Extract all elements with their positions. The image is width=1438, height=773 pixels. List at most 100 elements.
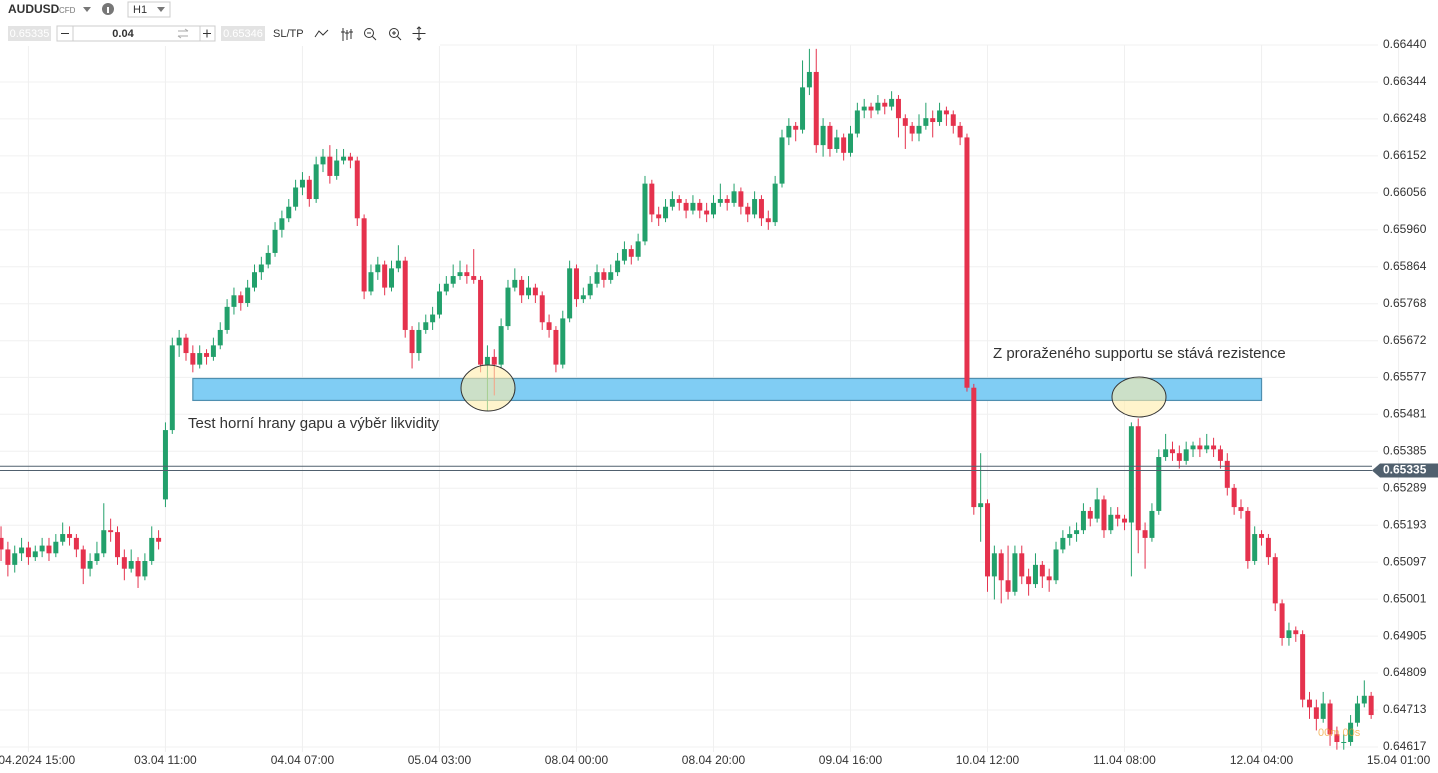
candle-body xyxy=(306,179,312,200)
candle-body xyxy=(854,110,860,134)
candle-body xyxy=(889,98,895,107)
candle-body xyxy=(39,545,45,552)
zoom-out-icon[interactable] xyxy=(364,28,374,38)
candle-body xyxy=(73,537,79,550)
candle-body xyxy=(553,329,559,365)
candle-body xyxy=(1245,510,1251,562)
candle-body xyxy=(1101,499,1107,531)
candle-body xyxy=(1368,695,1374,716)
lot-input[interactable] xyxy=(56,25,216,42)
candle-body xyxy=(505,287,511,327)
timeframe-box[interactable] xyxy=(127,1,171,18)
move-icon[interactable] xyxy=(412,26,426,41)
candle-body xyxy=(663,206,669,219)
candle-body xyxy=(101,530,107,554)
candle-body xyxy=(32,551,38,558)
candle-body xyxy=(258,264,264,273)
candle-body xyxy=(656,214,662,219)
candle-body xyxy=(183,337,189,354)
annotation: Test horní hrany gapu a výběr likvidity xyxy=(188,415,439,432)
candle-body xyxy=(567,268,573,319)
buy-button[interactable] xyxy=(221,26,265,41)
symbol[interactable]: AUDUSD xyxy=(8,2,60,16)
candle-body xyxy=(1183,449,1189,461)
candle-body xyxy=(25,547,31,558)
candle-body xyxy=(464,272,470,277)
sltp[interactable]: SL/TP xyxy=(273,28,304,40)
x-tick-label: 09.04 16:00 xyxy=(819,753,883,767)
candle-body xyxy=(601,272,607,280)
candle-body xyxy=(539,295,545,323)
candle-body xyxy=(457,272,463,277)
candle-body xyxy=(1259,534,1265,538)
candle-body xyxy=(1169,449,1175,454)
candle-body xyxy=(834,137,840,149)
candle-body xyxy=(806,71,812,88)
candle-body xyxy=(512,279,518,288)
candle-body xyxy=(402,260,408,330)
candle-body xyxy=(1306,699,1312,708)
candle-body xyxy=(1019,553,1025,577)
candle-body xyxy=(210,345,216,357)
candle-body xyxy=(800,87,806,130)
swap-icon[interactable] xyxy=(177,28,189,39)
y-tick-label: 0.65960 xyxy=(1383,222,1427,236)
candle-body xyxy=(813,71,819,146)
candle-body xyxy=(635,241,641,257)
candle-body xyxy=(1265,537,1271,558)
x-tick-label: 12.04 04:00 xyxy=(1230,753,1294,767)
y-tick-label: 0.65864 xyxy=(1383,259,1427,273)
candle-body xyxy=(1224,460,1230,488)
candle-body xyxy=(1039,564,1045,577)
candle-body xyxy=(1238,507,1244,511)
candle-body xyxy=(546,322,552,330)
candle-body xyxy=(971,387,977,508)
zoom-in-glyph xyxy=(392,31,402,41)
candle-body xyxy=(985,503,991,577)
candle-body xyxy=(114,532,120,558)
candle-body xyxy=(738,191,744,207)
zoom-in-icon[interactable] xyxy=(389,28,399,38)
buy-price: 0.65346 xyxy=(223,28,263,40)
candle-body xyxy=(121,557,127,569)
y-tick-label: 0.65001 xyxy=(1383,591,1427,605)
candle-body xyxy=(1108,514,1114,531)
candle-body xyxy=(937,110,943,123)
candle-body xyxy=(1197,445,1203,450)
y-tick-label: 0.64905 xyxy=(1383,628,1427,642)
candle-body xyxy=(341,156,347,161)
candle-body xyxy=(286,206,292,219)
y-tick-label: 0.65289 xyxy=(1383,480,1427,494)
info-glyph xyxy=(107,7,109,13)
x-tick-label: 08.04 20:00 xyxy=(682,753,746,767)
axes: 0.66440 0.66344 0.66248 0.66152 0.66056 0.659… xyxy=(0,37,1438,767)
candle-body xyxy=(532,287,538,296)
candle-body xyxy=(1074,530,1080,535)
candle-body xyxy=(779,137,785,184)
candle-body xyxy=(752,199,758,215)
candle-body xyxy=(450,276,456,284)
dropdown-icon[interactable] xyxy=(83,7,91,12)
line-tool-icon[interactable] xyxy=(314,29,329,38)
x-tick-label: 11.04 08:00 xyxy=(1093,753,1156,767)
candle-icon[interactable] xyxy=(341,28,353,41)
y-tick-label: 0.65672 xyxy=(1383,333,1427,347)
candle-body xyxy=(197,353,203,365)
candle-body xyxy=(190,353,196,365)
candle-body xyxy=(998,553,1004,581)
candle-body xyxy=(1060,537,1066,550)
candle-body xyxy=(1067,534,1073,538)
toolbar: AUDUSD CFD H1 0.65335 0.04 0.65346 SL/TP xyxy=(0,0,440,46)
candle-body xyxy=(1115,514,1121,519)
candle-body xyxy=(162,430,168,500)
zoom-out-glyph xyxy=(367,32,377,41)
candle-body xyxy=(375,264,381,273)
candle-body xyxy=(745,206,751,215)
sell-button[interactable] xyxy=(8,26,51,41)
candle-body xyxy=(313,164,319,200)
candle-body xyxy=(1354,703,1360,723)
candle-body xyxy=(1163,449,1169,458)
candle-body xyxy=(1361,695,1367,704)
candle-body xyxy=(1293,630,1299,635)
candle-body xyxy=(573,268,579,300)
